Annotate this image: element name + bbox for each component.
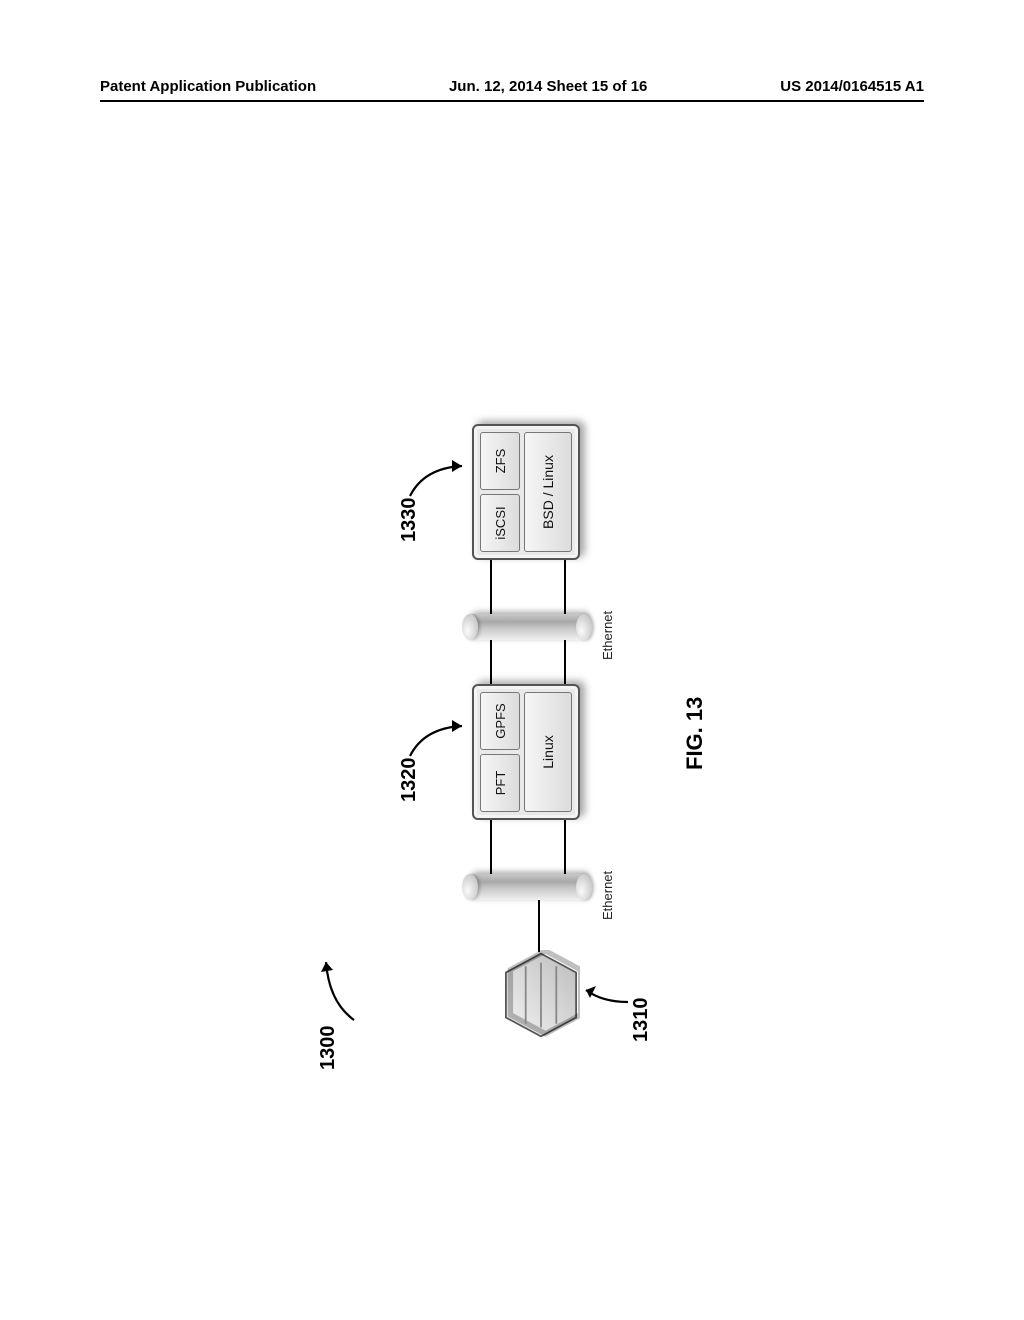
figure-13: 1300 xyxy=(312,250,712,1070)
header-right: US 2014/0164515 A1 xyxy=(780,78,924,95)
leader-1300 xyxy=(324,952,364,1022)
bus2-cap-bot xyxy=(576,614,592,640)
bus2-label: Ethernet xyxy=(600,611,615,660)
ref-1320: 1320 xyxy=(398,758,421,803)
srv2-cell-zfs: ZFS xyxy=(480,432,520,490)
figure-rotated-wrap: 1300 xyxy=(312,250,712,1070)
conn-srv1-bus2-a xyxy=(490,638,492,684)
ethernet-bus-2 xyxy=(462,614,592,640)
srv2-cell-bsd-linux: BSD / Linux xyxy=(524,432,572,552)
conn-hex-bus1 xyxy=(538,898,540,952)
header-left: Patent Application Publication xyxy=(100,78,316,95)
srv2-cell-iscsi: iSCSI xyxy=(480,494,520,552)
ref-1310: 1310 xyxy=(630,998,653,1043)
bus1-body xyxy=(470,874,584,900)
srv1-cell-gpfs: GPFS xyxy=(480,692,520,750)
leader-1330 xyxy=(406,448,466,498)
client-node xyxy=(502,950,580,1040)
srv1-cell-linux: Linux xyxy=(524,692,572,812)
page-header: Patent Application Publication Jun. 12, … xyxy=(100,78,924,95)
page: Patent Application Publication Jun. 12, … xyxy=(0,0,1024,1320)
server-1330: iSCSI ZFS BSD / Linux xyxy=(472,424,580,560)
conn-bus1-srv1-a xyxy=(490,820,492,874)
srv1-cell-pft: PFT xyxy=(480,754,520,812)
bus2-body xyxy=(470,614,584,640)
ref-1300: 1300 xyxy=(317,1026,340,1071)
header-center: Jun. 12, 2014 Sheet 15 of 16 xyxy=(449,78,647,95)
server-1320: PFT GPFS Linux xyxy=(472,684,580,820)
conn-bus2-srv2-b xyxy=(564,560,566,614)
header-rule xyxy=(100,100,924,102)
leader-1310 xyxy=(582,970,632,1010)
bus1-label: Ethernet xyxy=(600,871,615,920)
ethernet-bus-1 xyxy=(462,874,592,900)
hexagon-icon xyxy=(502,950,580,1040)
bus1-cap-top xyxy=(462,874,478,900)
conn-srv1-bus2-b xyxy=(564,638,566,684)
leader-1320 xyxy=(406,708,466,758)
srv2-top-row: iSCSI ZFS xyxy=(480,432,520,552)
srv1-top-row: PFT GPFS xyxy=(480,692,520,812)
bus1-cap-bot xyxy=(576,874,592,900)
conn-bus2-srv2-a xyxy=(490,560,492,614)
figure-label: FIG. 13 xyxy=(682,697,708,770)
ref-1330: 1330 xyxy=(398,498,421,543)
bus2-cap-top xyxy=(462,614,478,640)
conn-bus1-srv1-b xyxy=(564,820,566,874)
